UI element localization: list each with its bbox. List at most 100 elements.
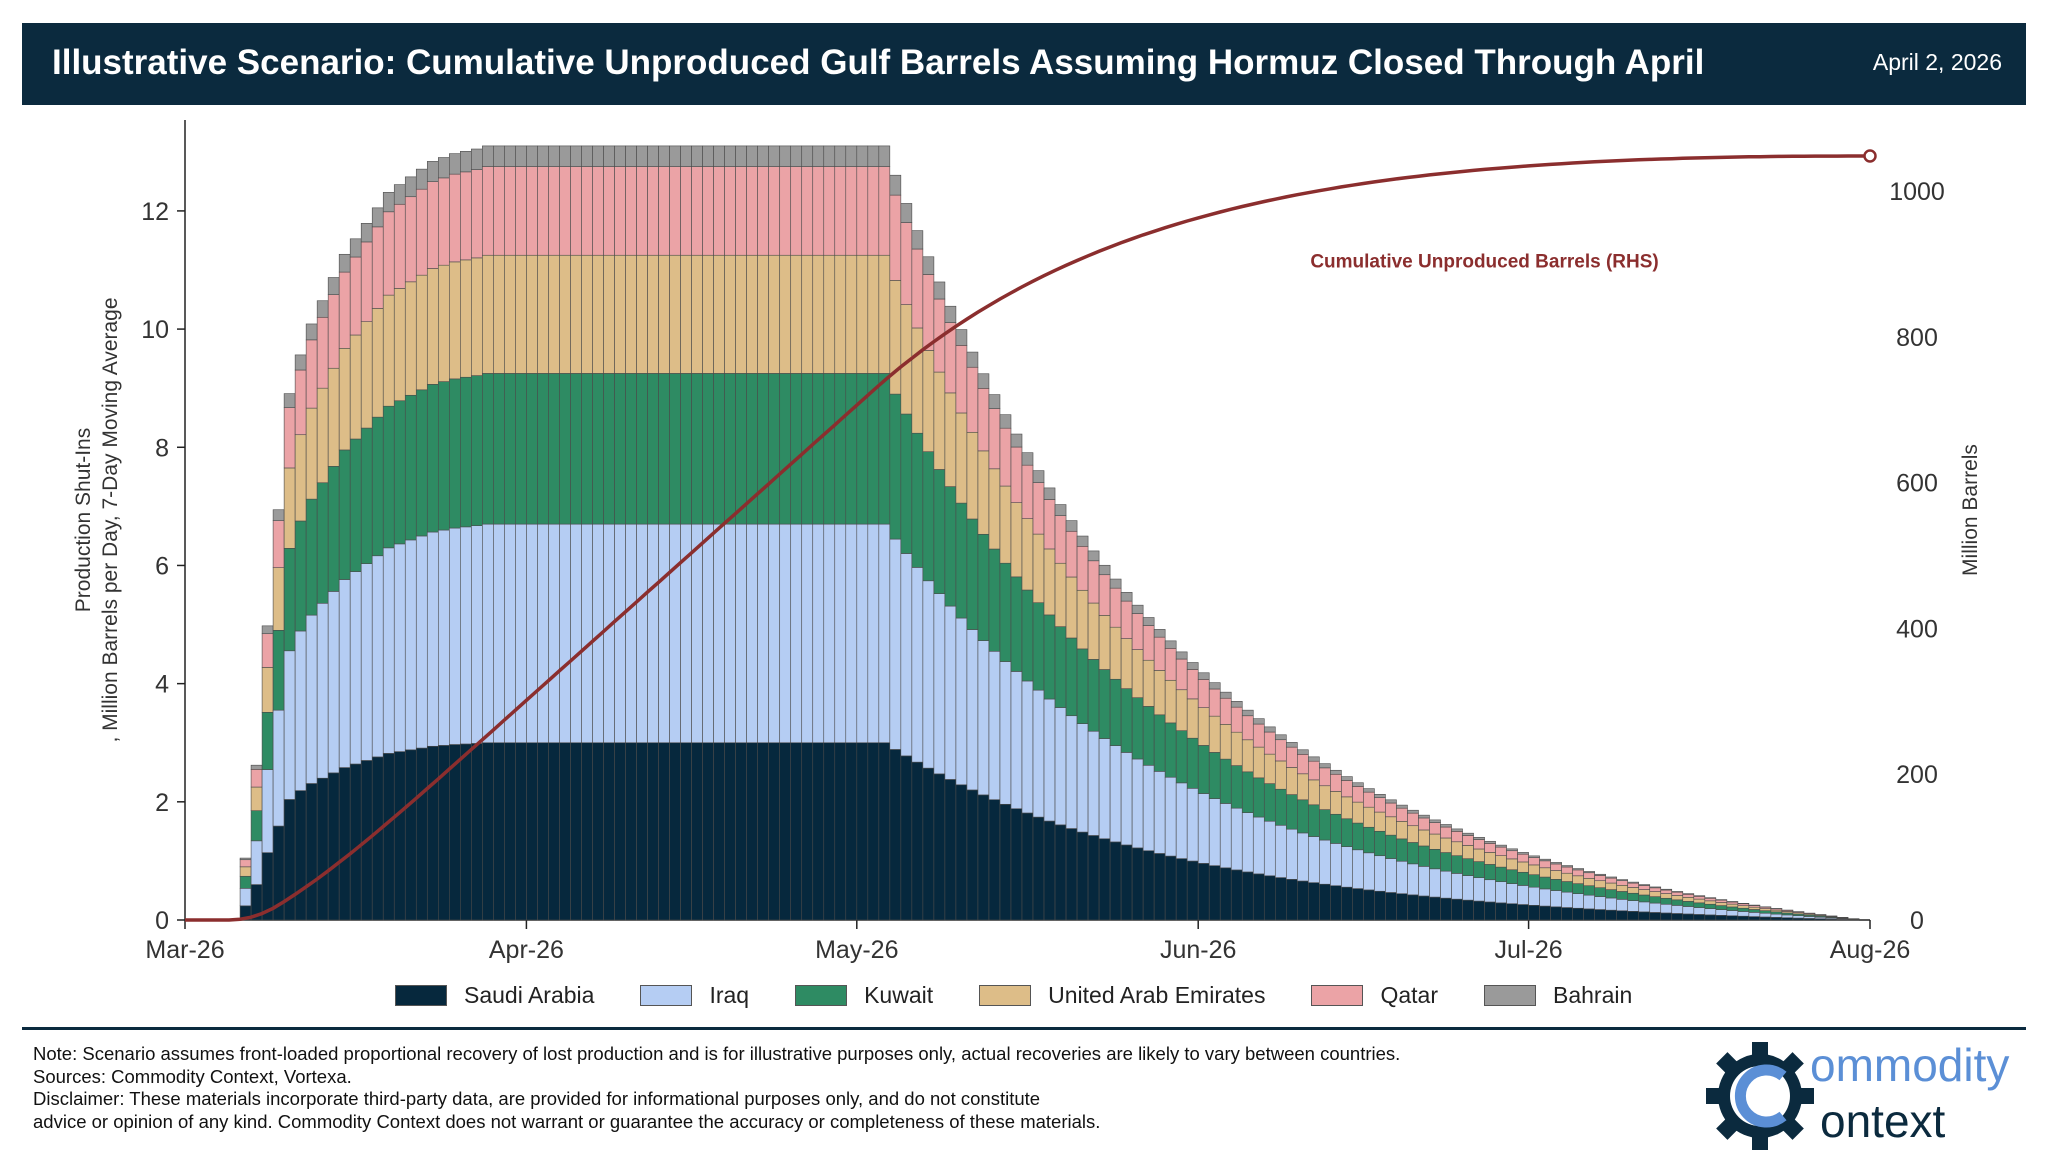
bar-segment	[471, 375, 483, 526]
bar-segment	[977, 373, 990, 389]
bar-segment	[1693, 902, 1706, 908]
bar-segment	[1087, 730, 1100, 836]
bar-segment	[779, 742, 792, 921]
bar-segment	[1462, 875, 1474, 901]
bar-segment	[1715, 905, 1728, 910]
bar-segment	[867, 166, 880, 256]
bar-segment	[1021, 680, 1034, 814]
bar-segment	[1219, 697, 1232, 725]
y-tick-label: 8	[155, 434, 169, 462]
bar-segment	[1616, 879, 1629, 881]
bar-segment	[757, 254, 769, 374]
bar-segment	[1638, 884, 1651, 886]
bar-segment	[834, 742, 847, 921]
bar-segment	[801, 742, 814, 921]
bar-segment	[1054, 626, 1067, 708]
bar-segment	[548, 742, 560, 921]
bar-segment	[922, 767, 935, 921]
bar-segment	[1572, 869, 1584, 877]
bar-segment	[272, 509, 285, 521]
bar-segment	[570, 254, 582, 374]
bar-segment	[1197, 707, 1210, 746]
bar-segment	[977, 388, 990, 452]
bar-segment	[658, 166, 670, 256]
bar-segment	[1572, 893, 1584, 909]
bar-segment	[1010, 446, 1023, 503]
bar-segment	[757, 145, 769, 167]
bar-segment	[691, 523, 703, 744]
bar-segment	[834, 373, 847, 525]
legend-label: Iraq	[709, 981, 750, 1008]
bar-segment	[1440, 852, 1452, 872]
bar-segment	[1418, 817, 1430, 831]
bar-segment	[294, 369, 307, 436]
bar-segment	[1120, 752, 1133, 846]
bar-segment	[1605, 877, 1617, 884]
bar-segment	[1274, 734, 1287, 741]
bar-segment	[1737, 905, 1750, 909]
bar-segment	[823, 145, 836, 167]
bar-segment	[1352, 786, 1364, 803]
bar-segment	[658, 523, 670, 744]
bar-segment	[1451, 841, 1463, 856]
bar-segment	[493, 742, 505, 921]
bar-segment	[504, 145, 516, 167]
bar-segment	[614, 254, 626, 374]
bar-segment	[1561, 866, 1573, 874]
bar-segment	[911, 248, 924, 329]
bar-segment	[426, 181, 439, 269]
bar-segment	[449, 261, 461, 380]
bar-segment	[1539, 905, 1551, 921]
bar-segment	[1131, 649, 1144, 698]
bar-segment	[1164, 679, 1177, 724]
bar-segment	[482, 254, 494, 374]
bar-segment	[713, 373, 725, 525]
bar-segment	[1572, 875, 1584, 884]
bar-segment	[1153, 853, 1166, 921]
bar-segment	[1649, 887, 1662, 892]
cumulative-end-marker	[1863, 149, 1877, 163]
bar-segment	[460, 743, 472, 921]
bar-segment	[1583, 871, 1595, 874]
bar-segment	[1054, 824, 1067, 921]
bar-segment	[559, 742, 571, 921]
bar-segment	[1649, 886, 1662, 889]
bar-segment	[911, 761, 924, 921]
bar-segment	[1087, 659, 1100, 732]
bar-segment	[1230, 765, 1243, 809]
bar-segment	[768, 166, 781, 256]
bar-segment	[625, 166, 637, 256]
bar-segment	[647, 254, 659, 374]
bar-segment	[1396, 893, 1408, 921]
bar-segment	[1319, 839, 1331, 885]
bar-segment	[1175, 730, 1188, 784]
bar-segment	[1429, 833, 1441, 850]
bar-segment	[1407, 812, 1419, 827]
bar-segment	[570, 523, 582, 744]
bar-segment	[1616, 899, 1629, 912]
bar-segment	[504, 166, 516, 256]
x-tick-label: Apr-26	[489, 936, 564, 964]
bar-segment	[1770, 917, 1783, 921]
bar-segment	[1010, 433, 1023, 448]
bar-segment	[1252, 873, 1265, 921]
bar-segment	[790, 742, 803, 921]
bar-segment	[1087, 602, 1100, 660]
bar-segment	[1627, 911, 1640, 921]
bar-segment	[1263, 875, 1276, 921]
bar-segment	[1297, 799, 1309, 834]
bar-segment	[735, 166, 747, 256]
bar-segment	[1484, 879, 1496, 903]
bar-segment	[1583, 908, 1595, 921]
bar-segment	[1087, 550, 1100, 562]
bar-segment	[966, 351, 979, 368]
bar-segment	[614, 373, 626, 525]
bar-segment	[482, 523, 494, 744]
bar-segment	[1704, 897, 1717, 902]
bar-segment	[1462, 835, 1474, 846]
legend-item: Kuwait	[795, 982, 933, 1009]
bar-segment	[1252, 777, 1265, 818]
bar-segment	[1330, 843, 1342, 886]
bar-segment	[338, 449, 351, 580]
bar-segment	[1308, 779, 1320, 806]
